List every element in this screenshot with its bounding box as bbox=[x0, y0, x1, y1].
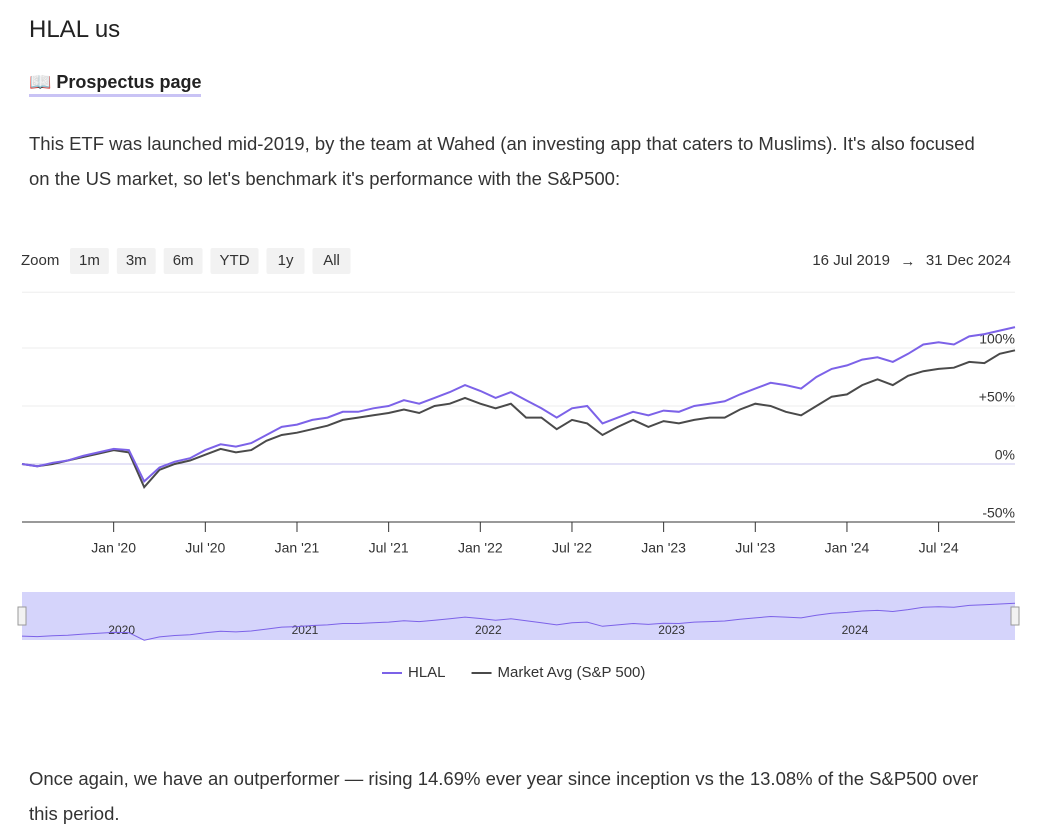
range-to: 31 Dec 2024 bbox=[926, 252, 1011, 269]
navigator bbox=[22, 592, 1015, 640]
zoom-label: Zoom bbox=[21, 252, 59, 269]
zoom-button-bg[interactable] bbox=[210, 248, 259, 274]
chart: Zoom 1m 3m 6m YTD 1y All 31 Dec 2024 → 16 Jul 201… bbox=[17, 248, 1020, 681]
page-title: HLAL us bbox=[29, 16, 121, 43]
y-tick-label: 0% bbox=[995, 447, 1015, 463]
zoom-button-bg[interactable] bbox=[116, 248, 156, 274]
x-tick-label: Jan '22 bbox=[458, 540, 503, 556]
zoom-button-bg[interactable] bbox=[266, 248, 305, 274]
navigator-handle[interactable] bbox=[17, 606, 27, 626]
zoom-button-bg[interactable] bbox=[70, 248, 109, 274]
x-tick-label: Jul '24 bbox=[919, 540, 959, 556]
navigator-handle[interactable] bbox=[1010, 606, 1020, 626]
y-tick-label: -50% bbox=[982, 505, 1015, 521]
x-tick-label: Jul '22 bbox=[552, 540, 592, 556]
legend-label[interactable]: Market Avg (S&P 500) bbox=[498, 664, 646, 681]
intro-text: This ETF was launched mid-2019, by the t… bbox=[29, 133, 975, 189]
x-tick-label: Jul '23 bbox=[735, 540, 775, 556]
zoom-button[interactable]: 3m bbox=[126, 252, 147, 269]
y-tick-label: +50% bbox=[979, 389, 1015, 405]
y-tick-label: 100% bbox=[979, 331, 1015, 347]
zoom-button[interactable]: 6m bbox=[173, 252, 194, 269]
range-from: 16 Jul 2019 bbox=[812, 252, 890, 269]
series-line bbox=[21, 326, 1016, 484]
prospectus-link[interactable]: 📖 Prospectus page bbox=[29, 72, 202, 97]
zoom-button-bg[interactable] bbox=[163, 248, 203, 274]
x-tick-label: Jul '21 bbox=[369, 540, 409, 556]
navigator-label: 2024 bbox=[842, 623, 869, 637]
outro-text: Once again, we have an outperformer — ri… bbox=[29, 768, 979, 824]
x-tick-label: Jan '24 bbox=[825, 540, 870, 556]
zoom-button-bg[interactable] bbox=[312, 248, 351, 274]
x-tick-label: Jan '20 bbox=[91, 540, 136, 556]
zoom-button[interactable]: YTD bbox=[220, 252, 250, 269]
x-tick-label: Jan '23 bbox=[641, 540, 686, 556]
zoom-button[interactable]: 1y bbox=[278, 252, 294, 269]
navigator-line bbox=[21, 602, 1016, 641]
legend-label[interactable]: HLAL bbox=[408, 664, 446, 681]
zoom-button[interactable]: 1m bbox=[79, 252, 100, 269]
zoom-button[interactable]: All bbox=[323, 252, 340, 269]
navigator-label: 2022 bbox=[475, 623, 502, 637]
x-tick-label: Jan '21 bbox=[275, 540, 320, 556]
navigator-label: 2023 bbox=[658, 623, 685, 637]
series-line bbox=[21, 349, 1016, 490]
navigator-label: 2020 bbox=[108, 623, 135, 637]
range-arrow: → bbox=[900, 253, 915, 270]
x-tick-label: Jul '20 bbox=[185, 540, 225, 556]
